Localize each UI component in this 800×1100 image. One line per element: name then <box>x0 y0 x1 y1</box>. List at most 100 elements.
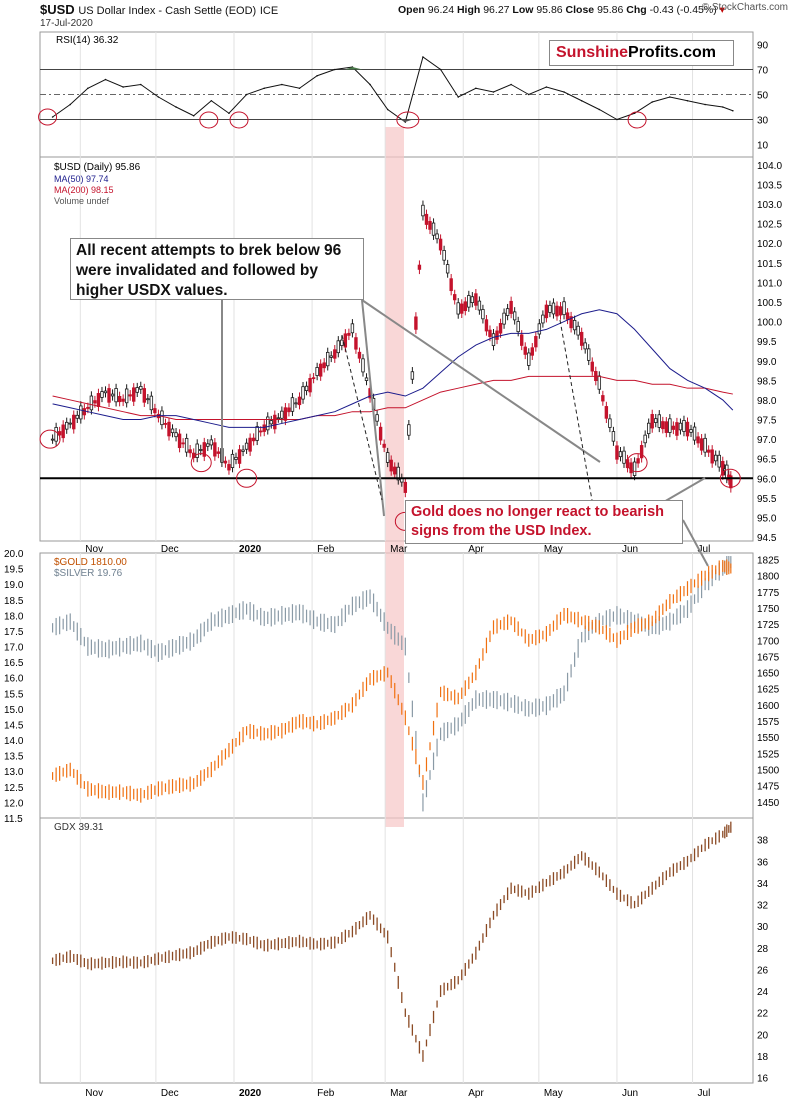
gold-y-tick: 1450 <box>757 798 780 809</box>
x-tick-label: 2020 <box>239 544 262 555</box>
rsi-y-tick: 50 <box>757 91 769 102</box>
usd-y-tick: 96.5 <box>757 455 777 466</box>
usd-candle-body <box>639 445 644 459</box>
usd-candle-body <box>460 303 464 314</box>
usd-candle-body <box>608 418 612 428</box>
rsi-point <box>721 106 724 108</box>
usd-candle-body <box>654 418 658 423</box>
usd-candle-body <box>195 443 199 458</box>
usd-candle-body <box>421 204 425 217</box>
usd-candle-body <box>364 377 369 381</box>
chart-header: $USD US Dollar Index - Cash Settle (EOD)… <box>0 0 800 32</box>
usd-candle-body <box>287 407 291 413</box>
usd-y-tick: 95.5 <box>757 494 777 505</box>
usd-candle-body <box>283 407 288 421</box>
gdx-y-tick: 24 <box>757 987 769 998</box>
gdx-y-tick: 30 <box>757 922 769 933</box>
usd-candle-body <box>234 456 238 460</box>
usd-candle-body <box>699 438 704 451</box>
usd-candle-body <box>520 334 524 346</box>
usd-y-tick: 101.0 <box>757 278 782 289</box>
x-tick-label: Nov <box>85 544 103 555</box>
x-tick-label: Feb <box>317 1088 335 1099</box>
usd-candle-body <box>463 301 467 312</box>
silver-y-tick: 14.0 <box>4 736 24 747</box>
usd-candle-body <box>153 408 157 414</box>
usd-candle-body <box>213 442 217 457</box>
usd-candle-body <box>703 437 707 453</box>
usd-candle-body <box>357 351 362 359</box>
usd-candle-body <box>241 449 245 452</box>
rsi-point <box>386 108 389 111</box>
usd-candle-body <box>664 421 669 433</box>
rsi-point <box>281 83 283 86</box>
usd-candle-body <box>661 421 665 430</box>
usd-candle-body <box>290 397 295 412</box>
usd-candle-body <box>587 348 591 361</box>
usd-candle-body <box>643 434 647 444</box>
usd-candle-body <box>54 427 58 442</box>
usd-y-tick: 103.0 <box>757 200 782 211</box>
usd-candle-body <box>544 304 549 319</box>
usd-candle-body <box>477 300 482 311</box>
rsi-point <box>69 103 72 106</box>
gold-y-tick: 1800 <box>757 572 780 583</box>
silver-y-tick: 16.5 <box>4 658 24 669</box>
gdx-y-tick: 36 <box>757 857 769 868</box>
usd-candle-body <box>262 424 266 432</box>
x-tick-label: Jul <box>698 544 711 555</box>
annotation-pointer <box>682 519 709 567</box>
usd-candle-body <box>484 319 489 332</box>
usd-candle-body <box>96 393 101 407</box>
sunshine-profits-logo: SunshineProfits.com <box>549 40 734 66</box>
usd-y-tick: 98.0 <box>757 396 777 407</box>
usd-candle-body <box>255 426 259 441</box>
x-tick-label: Feb <box>317 544 335 555</box>
rsi-point <box>122 86 124 88</box>
x-tick-label: Jul <box>698 1088 711 1099</box>
usd-y-tick: 100.5 <box>757 298 782 309</box>
usd-y-tick: 98.5 <box>757 376 777 387</box>
rsi-point <box>704 103 706 106</box>
usd-candle-body <box>117 395 122 403</box>
usd-candle-body <box>269 420 273 425</box>
rsi-point <box>598 108 601 111</box>
usd-candle-body <box>523 346 527 355</box>
gdx-y-tick: 32 <box>757 901 769 912</box>
usd-candle-body <box>583 342 587 350</box>
usd-candle-body <box>417 264 422 270</box>
silver-y-tick: 13.0 <box>4 767 24 778</box>
usd-y-tick: 97.5 <box>757 416 777 427</box>
usd-candle-body <box>548 305 552 313</box>
usd-title: $USD (Daily) 95.86 <box>54 162 141 173</box>
silver-y-tick: 15.0 <box>4 705 24 716</box>
gdx-y-tick: 38 <box>757 836 769 847</box>
usd-candle-body <box>516 321 520 333</box>
usd-candle-body <box>266 416 270 431</box>
usd-candle-body <box>135 387 139 393</box>
usd-candle-body <box>139 386 143 390</box>
rsi-point <box>527 93 530 96</box>
logo-part2: Profits.com <box>628 44 717 61</box>
usd-candle-body <box>244 442 249 450</box>
usd-candle-body <box>682 420 686 432</box>
usd-candle-body <box>103 390 108 394</box>
gold-y-tick: 1750 <box>757 604 780 615</box>
rsi-point <box>228 112 230 115</box>
usd-candle-body <box>209 439 214 446</box>
usd-candle-body <box>428 221 432 230</box>
usd-candle-body <box>206 443 210 447</box>
x-tick-label: Mar <box>390 1088 408 1099</box>
rsi-point <box>245 93 248 96</box>
usd-candle-body <box>629 462 633 474</box>
silver-y-tick: 18.5 <box>4 596 24 607</box>
usd-y-tick: 104.0 <box>757 161 782 172</box>
usd-candle-body <box>340 339 344 346</box>
usd-candle-body <box>502 312 506 325</box>
usd-candle-body <box>689 429 693 433</box>
rsi-highlight-circle <box>627 111 647 129</box>
gold-y-tick: 1550 <box>757 733 780 744</box>
rsi-oversold-fill <box>400 119 413 122</box>
chart-date: 17-Jul-2020 <box>40 18 93 29</box>
